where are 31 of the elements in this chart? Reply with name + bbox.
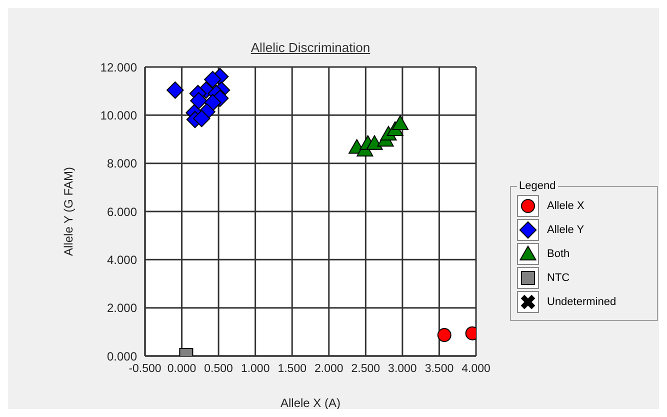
y-tick-label: 2.000 bbox=[106, 301, 138, 316]
point bbox=[190, 92, 208, 110]
y-tick-label: 12.000 bbox=[100, 60, 138, 74]
legend-label: NTC bbox=[547, 272, 570, 284]
chart-title: Allelic Discrimination bbox=[250, 40, 372, 55]
x-tick-label: -0.500 bbox=[128, 363, 162, 376]
x-tick-label: 2.500 bbox=[351, 363, 380, 376]
point bbox=[193, 110, 210, 128]
y-tick-label: 6.000 bbox=[106, 204, 138, 219]
y-axis-title: Allele Y (G FAM) bbox=[61, 167, 76, 256]
legend-label: Undetermined bbox=[547, 296, 616, 308]
x-tick-label: 4.000 bbox=[462, 363, 490, 376]
x-tick-label: 2.000 bbox=[314, 363, 344, 376]
x-tick-label: 3.500 bbox=[424, 363, 454, 376]
y-tick-label: 4.000 bbox=[106, 252, 138, 267]
legend-label: Allele X bbox=[547, 200, 584, 212]
x-tick-label: 0.000 bbox=[167, 363, 196, 376]
point bbox=[204, 70, 222, 88]
x-tick-label: 0.500 bbox=[204, 363, 233, 376]
y-tick-label: 0.000 bbox=[106, 349, 138, 364]
legend-label: Allele Y bbox=[547, 224, 584, 236]
y-tick-label: 10.000 bbox=[100, 108, 138, 122]
y-tick-label: 8.000 bbox=[106, 156, 138, 171]
legend-label: Both bbox=[547, 248, 570, 260]
point bbox=[166, 81, 184, 99]
point bbox=[366, 135, 383, 150]
x-tick-label: 1.500 bbox=[278, 363, 306, 376]
point bbox=[392, 115, 409, 130]
x-tick-label: 1.000 bbox=[240, 363, 270, 376]
legend-title: Legend bbox=[518, 180, 557, 192]
x-tick-label: 3.000 bbox=[388, 363, 417, 376]
